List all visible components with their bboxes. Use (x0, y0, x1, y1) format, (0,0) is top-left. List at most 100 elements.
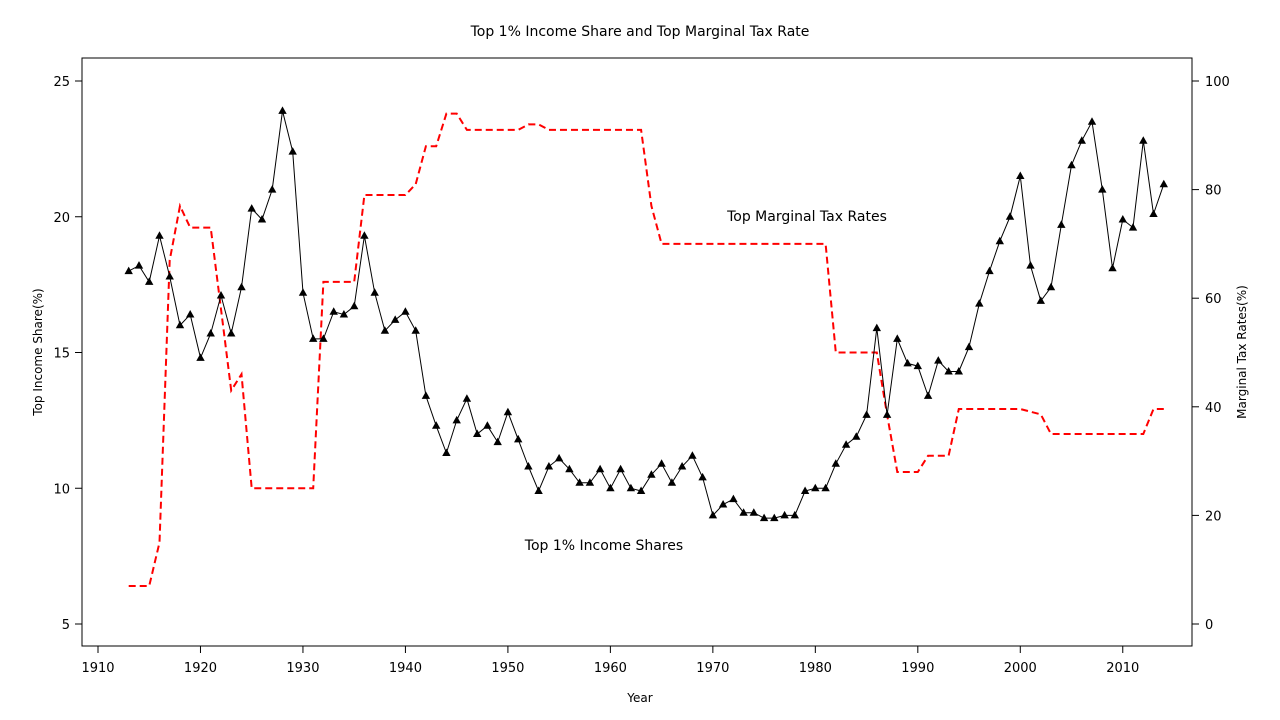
income-share-point (503, 407, 513, 416)
y-tick-label-left: 10 (53, 482, 70, 497)
income-share-point (452, 415, 461, 424)
income-share-point (1159, 179, 1168, 188)
income-share-point (595, 464, 605, 473)
income-share-point (524, 462, 533, 470)
income-share-point (1108, 263, 1117, 272)
income-share-point (698, 472, 707, 481)
income-share-point (554, 453, 564, 462)
x-tick-label: 2000 (1004, 661, 1037, 676)
income-share-point (903, 358, 912, 367)
income-share-point (145, 277, 154, 285)
income-share-point (780, 510, 789, 519)
income-share-point (288, 147, 297, 155)
income-share-point (432, 421, 441, 429)
income-share-point (1005, 212, 1015, 220)
income-share-point (278, 106, 287, 114)
income-share-point (964, 342, 974, 351)
x-tick-label: 1930 (286, 661, 319, 676)
income-share-point (718, 500, 728, 508)
income-share-point (688, 451, 697, 459)
income-share-point (442, 448, 451, 456)
income-share-point (831, 459, 840, 467)
y-axis-label-right: Marginal Tax Rates(%) (1235, 285, 1249, 419)
x-tick-label: 2010 (1106, 661, 1139, 676)
income-share-point (421, 391, 431, 399)
y-tick-label-right: 80 (1205, 184, 1222, 199)
income-share-point (534, 486, 543, 494)
income-share-point (1139, 136, 1148, 144)
annotation-income-shares: Top 1% Income Shares (524, 538, 683, 554)
income-share-point (473, 429, 482, 437)
y-axis-label-left: Top Income Share(%) (31, 288, 45, 416)
income-share-point (657, 459, 666, 467)
income-share-point (667, 478, 677, 486)
income-share-point (380, 326, 390, 334)
income-share-point (995, 236, 1004, 245)
income-share-point (1046, 282, 1056, 291)
income-share-point (350, 301, 359, 310)
income-share-point (1098, 185, 1107, 193)
income-share-point (493, 437, 502, 446)
income-share-point (1149, 209, 1158, 217)
income-share-point (790, 510, 799, 519)
income-share-point (954, 367, 963, 375)
y-axis-left: 5 10 15 20 25 (53, 75, 82, 633)
income-share-point (913, 361, 922, 370)
income-share-point (237, 282, 246, 291)
income-share-point (401, 307, 410, 315)
income-share-point (749, 508, 758, 516)
y-tick-label-right: 20 (1205, 509, 1222, 524)
income-share-point (165, 272, 174, 280)
income-share-point (985, 266, 994, 275)
income-share-point (298, 288, 308, 296)
income-share-point (257, 215, 267, 223)
income-share-point (923, 391, 933, 399)
income-share-point (370, 288, 379, 296)
income-share-point (1118, 215, 1127, 223)
income-share-point (339, 310, 349, 318)
y-tick-label-right: 100 (1205, 75, 1230, 90)
income-share-point (739, 508, 748, 516)
income-share-point (729, 494, 738, 503)
income-share-point (575, 478, 584, 486)
series-income-share (124, 106, 1168, 522)
y-tick-label-right: 40 (1205, 401, 1222, 416)
income-share-point (565, 464, 574, 473)
income-share-point (155, 231, 164, 239)
income-share-point (800, 486, 810, 494)
income-share-point (1087, 117, 1097, 125)
income-share-point (616, 464, 625, 473)
income-share-point (606, 483, 615, 492)
income-share-point (677, 462, 687, 470)
income-share-point (186, 310, 195, 318)
tax-rate-line (128, 112, 1164, 587)
income-share-point (862, 410, 871, 418)
y-tick-label-left: 5 (62, 618, 70, 633)
income-share-point (872, 323, 881, 332)
x-tick-label: 1970 (696, 661, 729, 676)
income-share-point (544, 462, 554, 470)
x-axis: 1910 1920 1930 1940 1950 1960 1970 1980 1990 2000… (81, 646, 1139, 676)
income-share-point (811, 483, 820, 492)
income-share-point (134, 261, 144, 269)
x-tick-label: 1990 (901, 661, 934, 676)
income-share-point (483, 421, 492, 429)
income-share-point (247, 204, 256, 212)
income-share-point (196, 353, 205, 361)
y-tick-label-left: 25 (53, 75, 70, 90)
y-tick-label-right: 0 (1205, 618, 1213, 633)
series-tax-rate (128, 112, 1164, 587)
income-share-line (128, 110, 1165, 519)
income-share-point (329, 307, 338, 315)
income-share-point (1057, 220, 1066, 228)
y-tick-label-right: 60 (1205, 292, 1222, 307)
x-tick-label: 1950 (491, 661, 524, 676)
income-share-point (319, 334, 328, 342)
income-share-point (1077, 136, 1086, 144)
x-tick-label: 1920 (184, 661, 217, 676)
income-share-point (882, 410, 892, 418)
x-tick-label: 1960 (594, 661, 627, 676)
income-share-point (411, 326, 420, 334)
y-tick-label-left: 15 (53, 347, 70, 362)
